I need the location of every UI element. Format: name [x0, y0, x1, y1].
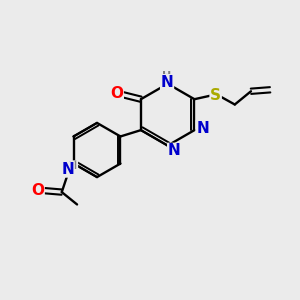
Text: N: N: [196, 121, 209, 136]
Text: O: O: [110, 86, 123, 101]
Text: H: H: [163, 71, 172, 81]
Text: H: H: [68, 161, 78, 171]
Text: N: N: [161, 75, 173, 90]
Text: N: N: [168, 143, 181, 158]
Text: O: O: [31, 183, 44, 198]
Text: N: N: [61, 162, 74, 177]
Text: S: S: [210, 88, 221, 103]
